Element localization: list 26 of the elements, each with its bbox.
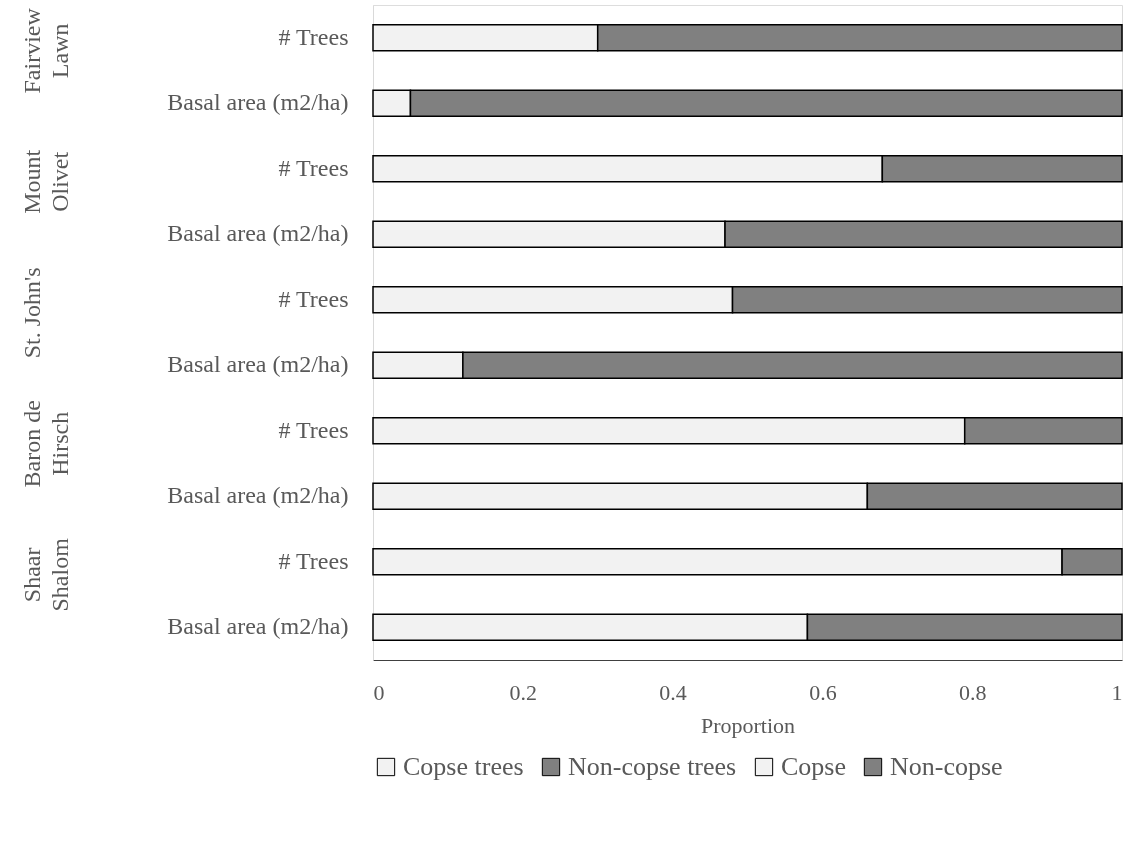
y-tick-label: Basal area (m2/ha) bbox=[167, 613, 349, 640]
y-tick-label: # Trees bbox=[278, 547, 349, 574]
legend-label: Copse bbox=[781, 752, 846, 781]
y-tick-label: # Trees bbox=[278, 154, 349, 181]
x-tick-label: 0 bbox=[373, 679, 385, 705]
y-tick-label: # Trees bbox=[278, 285, 349, 312]
x-tick-label: 0.6 bbox=[809, 679, 837, 705]
text: Fairview Lawn bbox=[19, 7, 73, 94]
y-tick-label: # Trees bbox=[278, 416, 349, 443]
text: Mount Olivet bbox=[19, 149, 73, 214]
text: Shaar Shalom bbox=[19, 537, 73, 612]
y-tick-label: Basal area (m2/ha) bbox=[167, 482, 349, 509]
x-tick-label: 1 bbox=[1111, 679, 1123, 705]
y-tick-label: Basal area (m2/ha) bbox=[167, 351, 349, 378]
x-tick-label: 0.2 bbox=[509, 679, 538, 705]
legend-label: Non-copse trees bbox=[568, 752, 737, 781]
y-tick-label: # Trees bbox=[278, 23, 349, 50]
x-tick-label: 0.4 bbox=[659, 679, 687, 705]
x-tick-label: 0.8 bbox=[958, 679, 987, 705]
text: Baron de Hirsch bbox=[19, 400, 73, 488]
legend-label: Copse trees bbox=[403, 752, 524, 781]
y-tick-label: Basal area (m2/ha) bbox=[167, 220, 349, 247]
legend-label: Non-copse bbox=[890, 752, 1003, 781]
x-axis-title: Proportion bbox=[700, 712, 796, 738]
text: St. John's bbox=[19, 267, 45, 359]
y-tick-label: Basal area (m2/ha) bbox=[167, 89, 349, 116]
